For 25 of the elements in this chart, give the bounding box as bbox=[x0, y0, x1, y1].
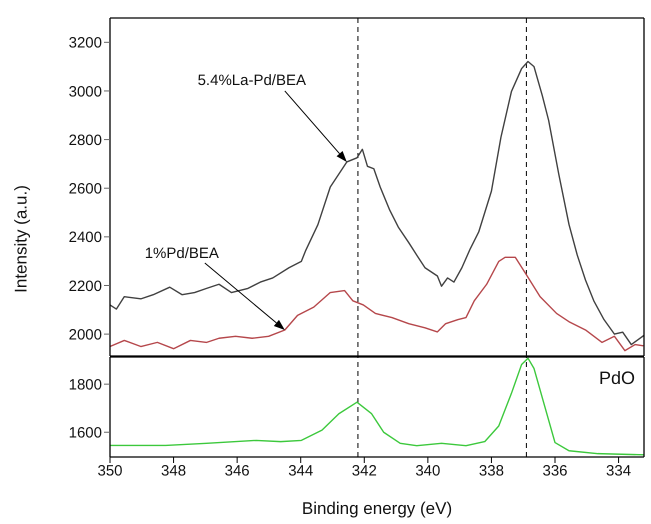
annotation: 5.4%La-Pd/BEA bbox=[198, 72, 306, 89]
line-series bbox=[110, 60, 644, 346]
y-tick-label: 2200 bbox=[68, 278, 102, 295]
y-axis-title: Intensity (a.u.) bbox=[11, 185, 30, 293]
y-tick-label: 1600 bbox=[68, 424, 102, 442]
x-tick-label: 340 bbox=[415, 462, 440, 480]
x-tick-label: 346 bbox=[224, 462, 250, 480]
x-tick-label: 350 bbox=[97, 462, 123, 480]
text: PdO bbox=[598, 368, 635, 389]
y-tick-label: 2400 bbox=[68, 229, 102, 246]
y-tick-label: 2800 bbox=[68, 132, 102, 149]
x-tick-label: 336 bbox=[542, 462, 568, 480]
annotation: 1%Pd/BEA bbox=[144, 244, 219, 262]
y-tick-label: 1800 bbox=[68, 376, 102, 394]
y-tick-label: 2600 bbox=[68, 180, 102, 198]
x-tick-label: 342 bbox=[352, 462, 377, 480]
line-series bbox=[110, 256, 644, 352]
x-tick-label: 348 bbox=[161, 462, 186, 480]
y-tick-label: 2000 bbox=[68, 326, 102, 344]
y-tick-label: 3200 bbox=[68, 34, 102, 52]
x-tick-label: 344 bbox=[288, 462, 314, 480]
x-tick-label: 334 bbox=[606, 462, 632, 480]
x-tick-label: 338 bbox=[478, 462, 504, 480]
x-axis-title: Binding energy (eV) bbox=[302, 499, 452, 518]
y-tick-label: 3000 bbox=[68, 83, 102, 100]
